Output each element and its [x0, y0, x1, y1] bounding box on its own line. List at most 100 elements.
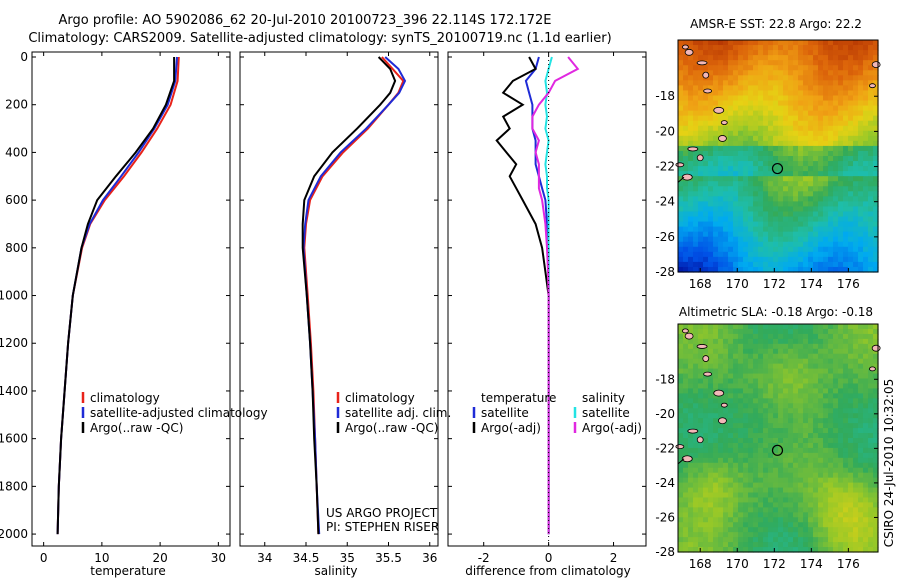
map-cell — [873, 507, 879, 513]
island — [720, 402, 728, 408]
map-cell — [788, 363, 794, 370]
map-cell — [788, 457, 794, 464]
map-cell — [788, 226, 794, 233]
map-cell — [813, 80, 819, 86]
map-cell — [768, 256, 774, 263]
map-cell — [863, 492, 869, 499]
map-cell — [728, 65, 734, 71]
map-cell — [693, 522, 699, 528]
map-cell — [733, 438, 739, 444]
map-cell — [763, 206, 769, 213]
map-cell — [838, 348, 844, 355]
map-cell — [703, 447, 709, 454]
map-cell — [743, 85, 749, 92]
map-cell — [683, 462, 689, 469]
map-cell — [853, 502, 859, 508]
map-cell — [718, 532, 724, 538]
map-cell — [788, 221, 794, 228]
map-cell — [693, 80, 699, 86]
map-cell — [833, 492, 839, 499]
map-cell — [748, 373, 754, 380]
map-cell — [818, 241, 824, 248]
map-cell — [783, 196, 789, 202]
map-cell — [758, 75, 764, 81]
map-cell — [698, 161, 704, 167]
map-cell — [813, 70, 819, 76]
map-cell — [848, 433, 854, 439]
map-cell — [688, 373, 694, 380]
map-cell — [708, 90, 714, 97]
map-cell — [853, 393, 859, 399]
map-cell — [738, 120, 744, 127]
map-cell — [703, 161, 709, 167]
map-cell — [678, 105, 684, 112]
map-cell — [868, 45, 874, 51]
map-cell — [758, 261, 764, 268]
map-cell — [853, 433, 859, 439]
map-cell — [873, 527, 879, 533]
map-cell — [758, 156, 764, 162]
map-cell — [853, 156, 859, 162]
legend-label: satellite-adjusted climatology — [90, 406, 268, 420]
map-cell — [688, 115, 694, 122]
map-cell — [728, 512, 734, 518]
map-cell — [778, 65, 784, 71]
map-cell — [853, 363, 859, 370]
map-cell — [718, 261, 724, 268]
map-cell — [823, 145, 829, 152]
map-cell — [683, 40, 689, 46]
map-cell — [778, 324, 784, 330]
map-cell — [798, 115, 804, 122]
map-cell — [728, 266, 734, 273]
map-cell — [873, 338, 879, 345]
map-cell — [703, 482, 709, 489]
map-cell — [813, 333, 819, 340]
map-cell — [693, 527, 699, 533]
map-cell — [828, 55, 834, 61]
map-cell — [708, 507, 714, 513]
map-cell — [753, 442, 759, 449]
map-cell — [848, 353, 854, 360]
map-cell — [828, 216, 834, 223]
map-cell — [783, 378, 789, 385]
map-cell — [733, 145, 739, 152]
map-cell — [793, 393, 799, 399]
map-cell — [833, 90, 839, 97]
map-cell — [743, 181, 749, 187]
map-cell — [873, 80, 879, 86]
map-cell — [728, 55, 734, 61]
map-cell — [843, 383, 849, 390]
map-cell — [843, 171, 849, 177]
map-cell — [733, 100, 739, 107]
map-cell — [868, 241, 874, 248]
map-cell — [843, 226, 849, 233]
map-cell — [858, 517, 864, 523]
map-cell — [808, 221, 814, 228]
map-cell — [813, 428, 819, 434]
map-cell — [808, 363, 814, 370]
map-cell — [858, 353, 864, 360]
map-cell — [758, 135, 764, 142]
map-cell — [788, 532, 794, 538]
map-cell — [853, 368, 859, 375]
map-cell — [773, 115, 779, 122]
map-cell — [868, 206, 874, 213]
map-cell — [803, 477, 809, 484]
map-cell — [768, 110, 774, 117]
map-cell — [798, 231, 804, 238]
map-cell — [683, 105, 689, 112]
map-cell — [823, 532, 829, 538]
map-cell — [848, 393, 854, 399]
map-cell — [798, 226, 804, 233]
map-cell — [818, 403, 824, 409]
map-cell — [713, 343, 719, 350]
map-cell — [833, 428, 839, 434]
map-cell — [843, 206, 849, 213]
map-cell — [803, 457, 809, 464]
map-cell — [873, 492, 879, 499]
map-cell — [703, 522, 709, 528]
map-cell — [853, 50, 859, 56]
map-cell — [688, 418, 694, 424]
map-cell — [863, 522, 869, 528]
sla-map-title: Altimetric SLA: -0.18 Argo: -0.18 — [679, 305, 873, 319]
